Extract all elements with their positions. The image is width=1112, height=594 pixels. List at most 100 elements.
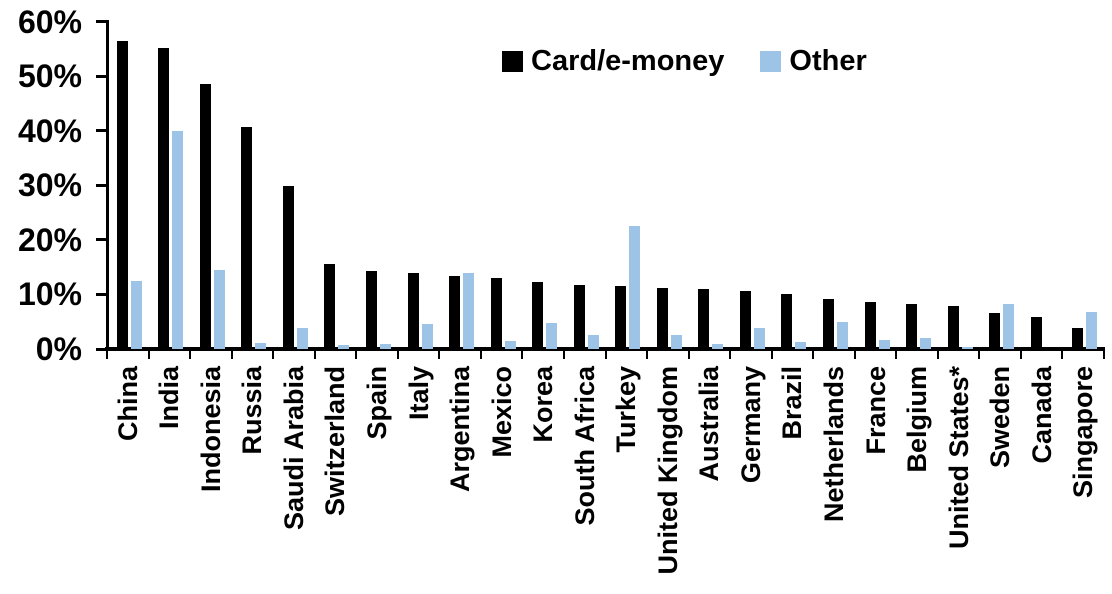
y-axis-tick [96,74,109,78]
x-axis-tick [521,351,524,359]
x-axis-tick [729,351,732,359]
bar-card-e-money [947,306,959,349]
x-axis-label: Australia [694,366,725,482]
bar-other [753,327,765,349]
bar-card-e-money [1072,328,1084,349]
y-axis-tick [96,347,109,351]
x-axis-tick [479,351,482,359]
bar-other [338,345,350,349]
bar-other [213,269,225,349]
x-axis-tick [812,351,815,359]
bar-card-e-money [532,281,544,349]
bar-card-e-money [781,294,793,349]
x-axis-label: France [860,366,891,455]
x-axis-tick [189,351,192,359]
bar-card-e-money [490,278,502,349]
x-axis-label: Indonesia [195,366,226,493]
bar-other [1003,304,1015,349]
x-axis-tick [978,351,981,359]
bar-other [629,225,641,349]
bar-card-e-money [698,288,710,349]
y-axis-label: 0% [35,331,82,367]
legend-swatch-other [760,51,782,72]
x-axis-label: Mexico [486,366,517,458]
bar-other [463,273,475,349]
x-axis-tick [895,351,898,359]
bar-card-e-money [158,47,170,349]
bar-other [961,346,973,349]
bar-card-e-money [366,271,378,349]
x-axis-label: India [154,366,185,430]
x-axis-tick [272,351,275,359]
x-axis-tick [1103,351,1105,359]
bar-card-e-money [407,272,419,349]
bar-card-e-money [1030,316,1042,349]
x-axis-label: Germany [735,366,766,484]
x-axis-tick [230,351,233,359]
x-axis-label: United States* [943,366,974,550]
x-axis-tick [1019,351,1022,359]
bar-other [920,337,932,349]
x-axis-label: China [112,366,143,442]
bar-card-e-money [199,84,211,349]
bar-other [130,281,142,349]
bar-other [255,342,267,349]
x-axis-label: United Kingdom [652,366,683,575]
x-axis-label: Sweden [985,366,1016,469]
bar-card-e-money [449,276,461,349]
y-axis-tick [96,20,109,23]
bar-other [670,335,682,349]
y-axis-tick [96,238,109,242]
x-axis-tick [1061,351,1064,359]
legend-label-card-e-money: Card/e-money [531,45,725,77]
bar-other [296,327,308,349]
x-axis-label: Argentina [445,366,476,493]
bar-card-e-money [739,291,751,349]
x-axis-tick [604,351,607,359]
x-axis-label: Brazil [777,366,808,440]
bar-other [380,343,392,349]
bar-other [878,339,890,349]
bar-other [712,343,724,349]
bar-other [836,322,848,349]
bar-card-e-money [656,287,668,349]
bar-card-e-money [615,285,627,349]
bar-other [795,342,807,349]
bar-card-e-money [573,285,585,349]
x-axis-label: Spain [362,366,393,440]
legend-label-other: Other [789,45,867,77]
x-axis-tick [106,351,108,359]
x-axis-tick [355,351,358,359]
y-axis-label: 60% [17,3,82,40]
x-axis-line [105,347,1105,351]
bar-card-e-money [906,304,918,349]
x-axis-tick [438,351,441,359]
bar-card-e-money [324,263,336,349]
bar-card-e-money [989,312,1001,349]
x-axis-label: Saudi Arabia [278,366,309,531]
x-axis-label: Switzerland [320,366,351,517]
bar-other [546,323,558,349]
x-axis-tick [936,351,939,359]
x-axis-label: Italy [403,366,434,421]
x-axis-label: Netherlands [818,366,849,523]
bar-card-e-money [864,301,876,349]
x-axis-label: South Africa [569,366,600,526]
x-axis-label: Korea [528,366,559,443]
x-axis-tick [687,351,690,359]
y-axis-tick [96,292,109,296]
bar-card-e-money [116,40,128,349]
x-axis-tick [562,351,565,359]
x-axis-tick [853,351,856,359]
y-axis-label: 30% [17,167,82,204]
y-axis-tick [96,129,109,133]
x-axis-label: Canada [1026,366,1057,464]
legend: Card/e-money Other [502,44,867,79]
bar-card-e-money [822,298,834,349]
y-axis-label: 50% [17,58,82,95]
bar-other [172,131,184,349]
bar-other [504,340,516,349]
bar-card-e-money [241,126,253,349]
legend-swatch-card-e-money [502,51,523,72]
